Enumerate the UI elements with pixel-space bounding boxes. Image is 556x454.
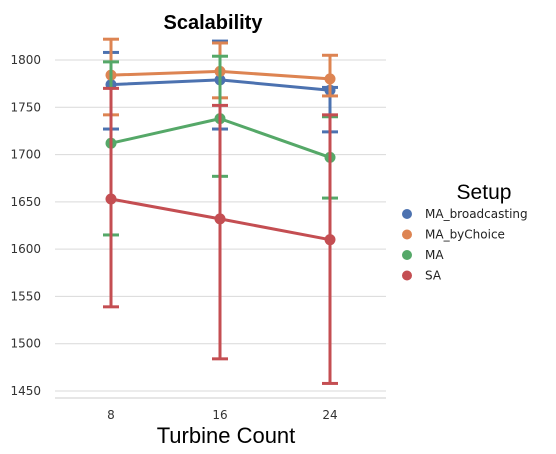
legend-label-MA_broadcasting: MA_broadcasting — [425, 207, 528, 221]
legend-label-SA: SA — [425, 269, 442, 283]
legend: Setup MA_broadcasting MA_byChoice MA SA — [402, 181, 528, 283]
legend-marker-MA_byChoice — [402, 229, 412, 240]
y-tick-label-1550: 1550 — [10, 289, 41, 303]
legend-label-MA_byChoice: MA_byChoice — [425, 228, 505, 242]
y-tick-label-1600: 1600 — [10, 242, 41, 256]
legend-marker-SA — [402, 270, 412, 281]
legend-label-MA: MA — [425, 248, 444, 262]
point-MA_byChoice-24 — [324, 73, 336, 85]
y-tick-label-1450: 1450 — [10, 384, 41, 398]
x-tick-label-8: 8 — [107, 408, 115, 422]
point-SA-8 — [105, 193, 117, 205]
legend-marker-MA — [402, 250, 412, 260]
y-tick-label-1800: 1800 — [10, 53, 41, 67]
x-axis-label: Turbine Count — [157, 423, 296, 448]
y-axis-ticks: 1450 1500 1550 1600 1650 1700 1750 1800 — [10, 53, 41, 398]
series-layer — [103, 37, 338, 385]
y-tick-label-1500: 1500 — [10, 337, 41, 351]
y-tick-label-1700: 1700 — [10, 148, 41, 162]
x-tick-label-24: 24 — [322, 408, 337, 422]
legend-marker-MA_broadcasting — [402, 209, 412, 219]
legend-title: Setup — [457, 181, 512, 204]
x-tick-label-16: 16 — [212, 408, 227, 422]
chart-title: Scalability — [164, 12, 264, 34]
point-SA-24 — [324, 234, 336, 246]
series-SA — [103, 86, 338, 385]
point-SA-16 — [214, 213, 226, 225]
y-tick-label-1650: 1650 — [10, 195, 41, 209]
x-axis-ticks: 8 16 24 — [107, 408, 337, 422]
y-tick-label-1750: 1750 — [10, 100, 41, 114]
